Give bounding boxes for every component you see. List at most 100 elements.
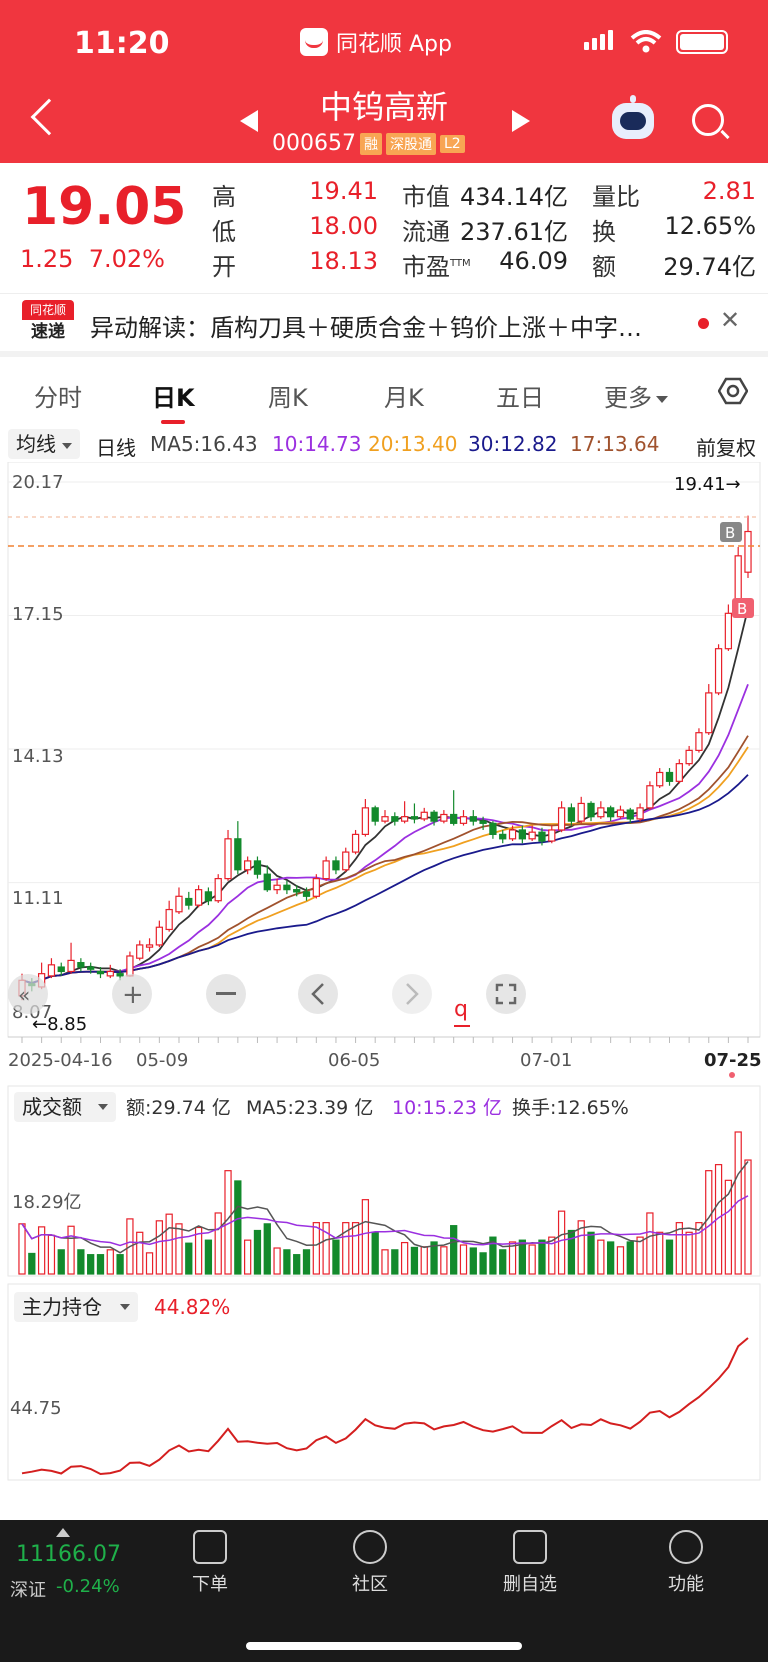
- nav-community[interactable]: 社区: [320, 1530, 420, 1596]
- open-label: 开: [212, 253, 236, 281]
- ma5-value: MA5:16.43: [150, 432, 258, 456]
- turnover-value: 12.65%: [664, 212, 756, 240]
- nav-order[interactable]: 下单: [160, 1530, 260, 1596]
- tab-five-day[interactable]: 五日: [496, 384, 544, 412]
- candle-body: [204, 891, 213, 902]
- active-tab-indicator: [161, 420, 185, 424]
- holding-line: [21, 1337, 749, 1476]
- header-bar: 11:20 同花顺 App 中钨高新 000657 融 深股通 L2: [0, 0, 768, 163]
- chevron-down-icon: [120, 1304, 130, 1310]
- candle-body: [607, 807, 615, 818]
- mcap-value: 434.14亿: [460, 183, 568, 211]
- candle-body: [557, 807, 566, 831]
- tab-daily-k[interactable]: 日K: [152, 384, 195, 412]
- index-name: 深证: [10, 1580, 46, 1601]
- indicator-selector-label: 均线: [16, 432, 56, 456]
- tab-more[interactable]: 更多: [604, 378, 668, 413]
- volume-bar: [67, 1225, 75, 1275]
- candle-body: [302, 891, 311, 897]
- candle-body: [332, 860, 340, 871]
- home-indicator[interactable]: [246, 1642, 522, 1650]
- volume-bar: [489, 1236, 497, 1275]
- volume-bar: [244, 1239, 252, 1275]
- ma30-value: 30:12.82: [468, 432, 558, 456]
- status-icons: [584, 30, 728, 54]
- adjust-mode[interactable]: 前复权: [696, 436, 756, 460]
- candle-body: [724, 612, 733, 650]
- x-label-4: 07-01: [520, 1050, 572, 1071]
- pe-label: 市盈TTM: [402, 247, 471, 282]
- volume-selector[interactable]: [14, 1092, 116, 1122]
- volume-bar: [116, 1254, 124, 1275]
- anomaly-notice[interactable]: 同花顺 速递 异动解读：盾构刀具＋硬质合金＋钨价上涨＋中字… ✕: [0, 293, 768, 357]
- candle-body: [567, 807, 576, 822]
- candle-body: [87, 966, 95, 970]
- candle-body: [234, 838, 242, 871]
- y-label-3: 14.13: [12, 746, 64, 767]
- volume-bar: [646, 1212, 654, 1275]
- volume-bar: [734, 1131, 742, 1275]
- volume-ma5: MA5:23.39 亿: [246, 1097, 373, 1119]
- tab-intraday[interactable]: 分时: [34, 384, 82, 412]
- x-label-3: 06-05: [328, 1050, 380, 1071]
- notice-text[interactable]: 异动解读：盾构刀具＋硬质合金＋钨价上涨＋中字…: [90, 314, 642, 342]
- news-flash-logo: 同花顺 速递: [22, 300, 74, 346]
- volume-bar: [18, 1223, 26, 1275]
- quote-panel: 19.05 1.25 7.02% 高 19.41 低 18.00 开 18.13…: [0, 163, 768, 289]
- nav-remove-watchlist[interactable]: 删自选: [480, 1530, 580, 1596]
- status-time: 11:20: [74, 26, 170, 61]
- close-icon[interactable]: ✕: [720, 306, 741, 334]
- holding-selector-label: 主力持仓: [22, 1295, 102, 1319]
- volume-frame: [7, 1085, 761, 1277]
- volume-bar: [587, 1231, 595, 1275]
- nav-community-label: 社区: [352, 1574, 388, 1595]
- volume-bar: [656, 1231, 664, 1275]
- volume-bar: [744, 1159, 752, 1275]
- volume-bar: [577, 1220, 585, 1275]
- scroll-left-button[interactable]: [298, 974, 338, 1014]
- candle-body: [450, 813, 458, 824]
- max-price-mark: 19.41→: [674, 474, 741, 495]
- candle-body: [616, 809, 625, 818]
- candle-body: [410, 816, 419, 820]
- tab-weekly-k[interactable]: 周K: [268, 384, 308, 412]
- holding-selector[interactable]: [14, 1292, 138, 1322]
- nav-remove-label: 删自选: [503, 1574, 557, 1595]
- next-stock-button[interactable]: [512, 110, 530, 132]
- today-dot: [729, 1072, 735, 1078]
- rewind-button[interactable]: [8, 974, 48, 1014]
- volume-bar: [57, 1249, 65, 1275]
- fullscreen-button[interactable]: [486, 974, 526, 1014]
- search-icon[interactable]: [692, 104, 724, 136]
- assistant-robot-icon[interactable]: [612, 95, 654, 139]
- up-triangle-icon: [56, 1528, 70, 1537]
- cursor-marker: q: [454, 997, 468, 1022]
- volume-selector-label: 成交额: [22, 1095, 82, 1119]
- zoom-in-button[interactable]: [112, 974, 152, 1014]
- volume-bar: [391, 1249, 399, 1275]
- indicator-selector[interactable]: 均线: [8, 429, 80, 459]
- settings-hexagon-icon[interactable]: [718, 376, 748, 406]
- candle-body: [675, 763, 683, 782]
- scroll-right-button[interactable]: [392, 974, 432, 1014]
- index-value[interactable]: 11166.07: [16, 1542, 121, 1567]
- volume-bar: [695, 1222, 703, 1275]
- candle-body: [548, 829, 556, 842]
- tag-margin: 融: [359, 132, 382, 155]
- nav-functions[interactable]: 功能: [636, 1530, 736, 1596]
- volume-bar: [322, 1222, 330, 1275]
- prev-stock-button[interactable]: [240, 110, 258, 132]
- volume-bar: [175, 1223, 183, 1275]
- ma20-value: 20:13.40: [368, 432, 458, 456]
- volume-bar: [47, 1234, 56, 1275]
- volume-bar: [293, 1254, 301, 1275]
- stock-code: 000657: [272, 131, 356, 156]
- low-label: 低: [212, 218, 236, 246]
- candle-body: [430, 811, 438, 822]
- x-label-start: 2025-04-16: [8, 1050, 113, 1071]
- volume-bar: [371, 1231, 379, 1275]
- tab-monthly-k[interactable]: 月K: [384, 384, 424, 412]
- volume-bar: [381, 1249, 389, 1275]
- candle-body: [400, 816, 409, 822]
- kline-chart-area[interactable]: 20.17 17.15 14.13 11.11 8.07 19.41→ ←8.8…: [0, 462, 768, 1494]
